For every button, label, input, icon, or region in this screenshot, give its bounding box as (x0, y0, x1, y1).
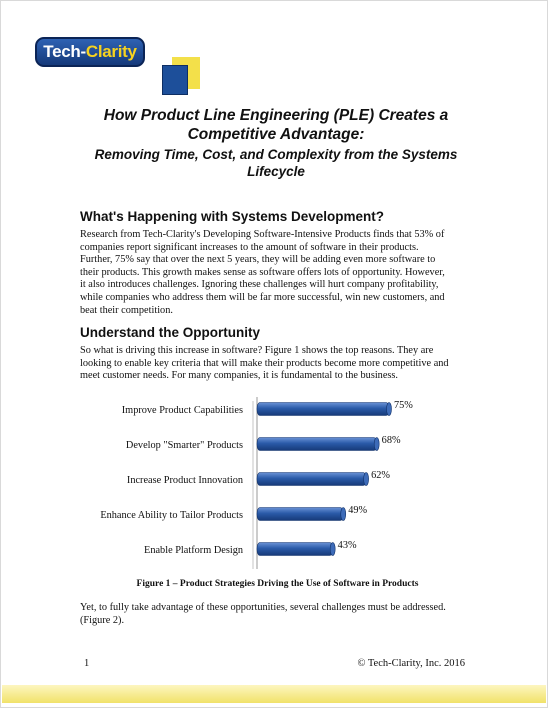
value-label: 49% (348, 505, 367, 516)
logo-text-clarity: Clarity (85, 42, 137, 61)
tech-clarity-logo: Tech-Clarity (35, 35, 205, 95)
category-label: Increase Product Innovation (127, 475, 243, 486)
logo-blue-square (162, 65, 188, 95)
category-label: Develop "Smarter" Products (126, 440, 243, 451)
chart-canvas: Improve Product Capabilities 75% Develop "… (100, 397, 413, 569)
logo-wordmark: Tech-Clarity (35, 37, 145, 67)
title-line-2: Competitive Advantage: (187, 126, 365, 143)
paragraph-line: while companies who address them will be… (80, 291, 445, 303)
document-subtitle: Removing Time, Cost, and Complexity from… (61, 146, 491, 180)
value-label: 62% (371, 470, 390, 481)
title-line-1: How Product Line Engineering (PLE) Creat… (103, 107, 449, 124)
copyright-notice: © Tech-Clarity, Inc. 2016 (357, 658, 465, 669)
subtitle-line-1: Removing Time, Cost, and Complexity from… (94, 147, 458, 162)
paragraph-line: (Figure 2). (80, 614, 125, 626)
chart-bar-cap (329, 542, 336, 556)
value-label: 43% (338, 540, 357, 551)
footer-decorative-bar (2, 685, 546, 703)
chart-bar (256, 402, 390, 416)
paragraph-line: companies report significant increases t… (80, 241, 419, 253)
paragraph-line: looking to enable key criteria that will… (80, 357, 449, 369)
paragraph-line: meet customer needs. For many companies,… (80, 370, 398, 382)
page-number: 1 (84, 658, 90, 669)
chart-bar (256, 507, 344, 521)
category-label: Improve Product Capabilities (122, 405, 243, 416)
figure-caption: Figure 1 – Product Strategies Driving th… (136, 579, 419, 589)
section-heading-systems-development: What's Happening with Systems Developmen… (80, 209, 385, 224)
paragraph-line: Yet, to fully take advantage of these op… (80, 602, 446, 613)
value-label: 75% (394, 400, 413, 411)
chart-bar (256, 437, 377, 451)
chart-bar-cap (363, 472, 369, 486)
chart-bar-cap (373, 437, 380, 451)
paragraph-line: Further, 75% say that over the next 5 ye… (80, 254, 436, 266)
section1-paragraph: Research from Tech-Clarity's Developing … (80, 229, 475, 317)
chart-bar (256, 542, 333, 556)
chart-bar-cap (340, 507, 347, 521)
value-label: 68% (382, 435, 401, 446)
paragraph-line: So what is driving this increase in soft… (80, 345, 434, 356)
figure-1-bar-chart: Improve Product Capabilities 75% Develop "… (1, 389, 548, 569)
chart-bar-cap (386, 402, 392, 416)
logo-text-tech: Tech- (43, 42, 86, 61)
document-title: How Product Line Engineering (PLE) Creat… (61, 106, 491, 144)
after-chart-paragraph: Yet, to fully take advantage of these op… (80, 602, 475, 627)
paragraph-line: it also introduces challenges. Ignoring … (80, 279, 439, 291)
section-heading-opportunity: Understand the Opportunity (80, 325, 260, 340)
paragraph-line: Research from Tech-Clarity's Developing … (80, 229, 445, 240)
paragraph-line: their products. This growth makes sense … (80, 266, 445, 278)
section2-paragraph: So what is driving this increase in soft… (80, 345, 475, 383)
chart-bar (256, 472, 367, 486)
paragraph-line: beat their competition. (80, 304, 173, 316)
category-label: Enable Platform Design (144, 545, 243, 556)
subtitle-line-2: Lifecycle (247, 164, 305, 179)
category-label: Enhance Ability to Tailor Products (100, 510, 243, 521)
